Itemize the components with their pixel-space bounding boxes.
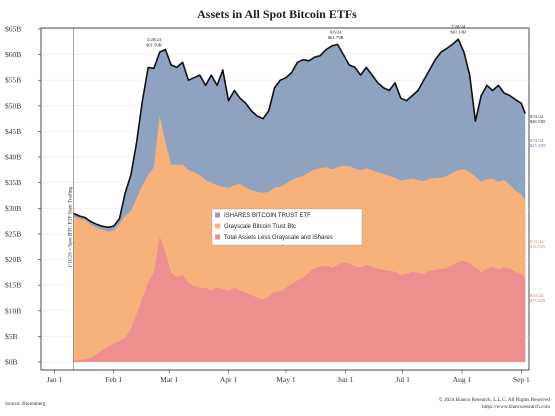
legend-swatch-ishares	[215, 212, 220, 218]
y-tick-label: $20B	[5, 255, 21, 264]
source-note: Source: Bloomberg	[5, 401, 46, 407]
peak-value-label: $61.79B	[328, 35, 344, 40]
y-tick-label: $50B	[5, 101, 21, 110]
x-tick-label: Jun 1	[337, 375, 353, 384]
legend-label-gbtc: Grayscale Bitcoin Trust Btc	[224, 224, 296, 230]
y-tick-label: $25B	[5, 229, 21, 238]
x-axis-ticks: Jan 1 Feb 1 Mar 1 Apr 1 May 1 Jun 1 Jul 1 Aug 1…	[47, 370, 530, 384]
x-tick-label: May 1	[276, 375, 296, 384]
end-labels: 8/31/24$48.53B8/31/24$23.41B8/31/24$14.9…	[530, 114, 545, 303]
legend-swatch-gbtc	[215, 223, 220, 229]
chart-title: Assets in All Spot Bitcoin ETFs	[197, 7, 357, 21]
peak-date-label: 7/28/24	[451, 24, 466, 29]
y-axis-ticks: $65B $60B $55B $50B $45B $40B $35B $30B $25B $20B…	[5, 25, 41, 367]
end-label-date: 8/31/24	[530, 239, 544, 244]
area-total-assets-less-grayscale-and-ishares	[73, 236, 526, 362]
end-label-date: 8/31/24	[530, 293, 544, 298]
start-marker-label: 1/11/24 = Spot BTC ETF Start Trading	[68, 186, 74, 268]
x-tick-label: Sep 1	[513, 375, 530, 384]
peak-value-label: $61.50B	[146, 43, 162, 48]
y-tick-label: $15B	[5, 281, 21, 290]
y-tick-label: $60B	[5, 50, 21, 59]
end-label-date: 8/31/24	[530, 138, 544, 143]
copyright-note: © 2024 Bianco Research, L.L.C. All Right…	[439, 396, 551, 403]
legend-label-ishares: ISHARES BITCOIN TRUST ETF	[224, 213, 311, 219]
y-tick-label: $30B	[5, 204, 21, 213]
url-note: https://www.biancoresearch.com	[482, 404, 550, 410]
x-tick-label: Jan 1	[47, 375, 63, 384]
end-label-value: $48.53B	[530, 119, 545, 124]
peak-value-label: $61.10B	[450, 30, 466, 35]
peak-annotations: 2/28/24$61.50B 6/6/24$61.79B 7/28/24$61.10…	[146, 24, 466, 47]
legend-swatch-other	[215, 234, 220, 240]
end-label-value: $17.21B	[530, 298, 545, 303]
y-tick-label: $0B	[5, 358, 18, 367]
x-tick-label: Jul 1	[395, 375, 410, 384]
x-tick-label: Apr 1	[220, 375, 238, 384]
y-tick-label: $55B	[5, 76, 21, 85]
y-tick-label: $45B	[5, 127, 21, 136]
legend-label-other: Total Assets Less Grayscale and iShares	[224, 235, 333, 241]
y-tick-label: $65B	[5, 25, 21, 34]
y-tick-label: $10B	[5, 306, 21, 315]
x-tick-label: Mar 1	[160, 375, 178, 384]
peak-date-label: 6/6/24	[330, 29, 342, 34]
x-tick-label: Aug 1	[453, 375, 472, 384]
end-label-value: $23.41B	[530, 143, 545, 148]
start-marker: 1/11/24 = Spot BTC ETF Start Trading	[68, 28, 74, 370]
peak-date-label: 2/28/24	[147, 37, 162, 42]
legend-box	[211, 208, 363, 246]
y-tick-label: $5B	[5, 332, 18, 341]
legend: ISHARES BITCOIN TRUST ETF Grayscale Bitc…	[211, 208, 363, 246]
end-label-value: $14.91B	[530, 244, 545, 249]
end-label-date: 8/31/24	[530, 114, 544, 119]
y-tick-label: $35B	[5, 178, 21, 187]
x-tick-label: Feb 1	[105, 375, 122, 384]
total-line	[73, 38, 526, 229]
y-tick-label: $40B	[5, 153, 21, 162]
